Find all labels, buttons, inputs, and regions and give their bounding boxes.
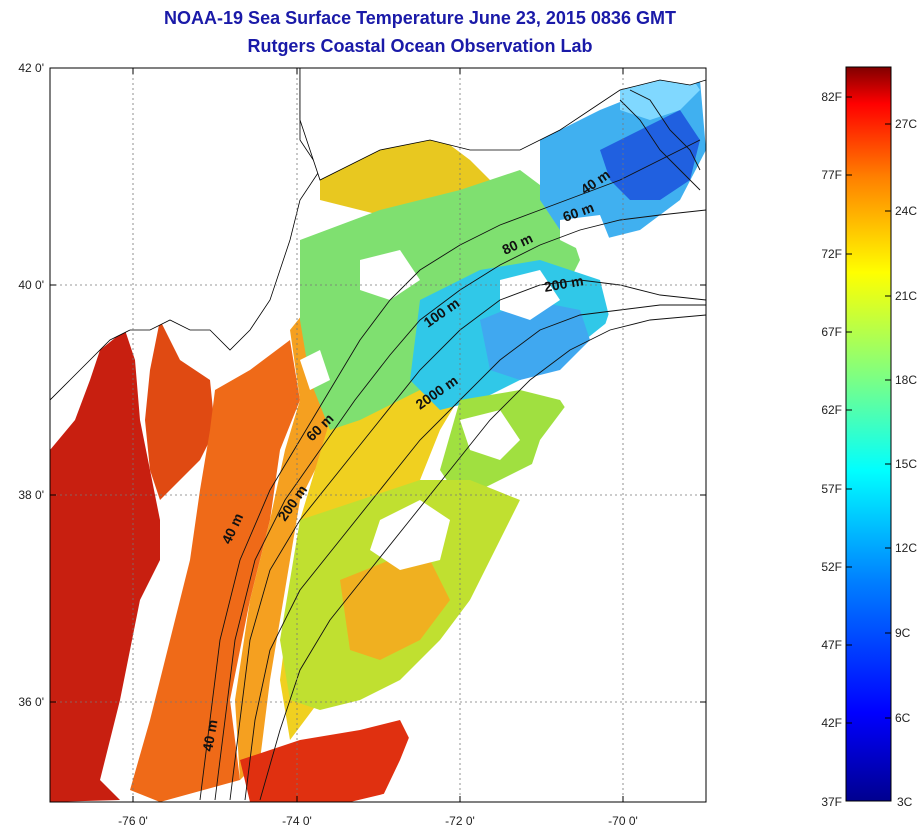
- map-title: NOAA-19 Sea Surface Temperature June 23,…: [164, 8, 676, 28]
- chesapeake-bay: [50, 330, 160, 802]
- lon-tick-76: -76 0': [118, 814, 148, 828]
- lon-tick-72: -72 0': [445, 814, 475, 828]
- cb-c-18: 18C: [895, 373, 917, 387]
- colorbar-ticks: [846, 96, 891, 724]
- cb-f-67: 67F: [821, 325, 842, 339]
- cb-c-9: 9C: [895, 626, 911, 640]
- lat-tick-38: 38 0': [18, 488, 44, 502]
- cb-f-72: 72F: [821, 247, 842, 261]
- cb-f-42: 42F: [821, 716, 842, 730]
- map-area: 40 m 60 m 80 m 200 m 100 m 2000 m 60 m 2…: [50, 68, 706, 802]
- cloud-gaps: [370, 500, 450, 570]
- lat-tick-42: 42 0': [18, 61, 44, 75]
- cb-c-3: 3C: [897, 795, 913, 809]
- outside-swath: [380, 300, 706, 802]
- contour-label-40m-south: 40 m: [199, 718, 220, 752]
- map-frame: [49, 67, 707, 803]
- map-subtitle: Rutgers Coastal Ocean Observation Lab: [247, 36, 593, 56]
- cb-f-77: 77F: [821, 168, 842, 182]
- lon-tick-74: -74 0': [282, 814, 312, 828]
- cb-f-62: 62F: [821, 403, 842, 417]
- cb-c-6: 6C: [895, 711, 911, 725]
- coastal-warm-water: [130, 340, 300, 802]
- cb-f-52: 52F: [821, 560, 842, 574]
- lat-tick-36: 36 0': [18, 695, 44, 709]
- cb-c-21: 21C: [895, 289, 917, 303]
- cb-c-27: 27C: [895, 117, 917, 131]
- cb-c-24: 24C: [895, 204, 917, 218]
- cb-f-57: 57F: [821, 482, 842, 496]
- contour-label-200m-north: 200 m: [543, 272, 585, 295]
- bathymetry-contours: [199, 89, 706, 801]
- map-frame-ticks: [50, 67, 706, 802]
- cb-c-15: 15C: [895, 457, 917, 471]
- lon-tick-70: -70 0': [608, 814, 638, 828]
- cb-f-47: 47F: [821, 638, 842, 652]
- cb-f-37: 37F: [821, 795, 842, 809]
- lat-tick-40: 40 0': [18, 278, 44, 292]
- graticule: [50, 68, 706, 802]
- cb-c-12: 12C: [895, 541, 917, 555]
- colorbar: [845, 66, 892, 802]
- cb-f-82: 82F: [821, 90, 842, 104]
